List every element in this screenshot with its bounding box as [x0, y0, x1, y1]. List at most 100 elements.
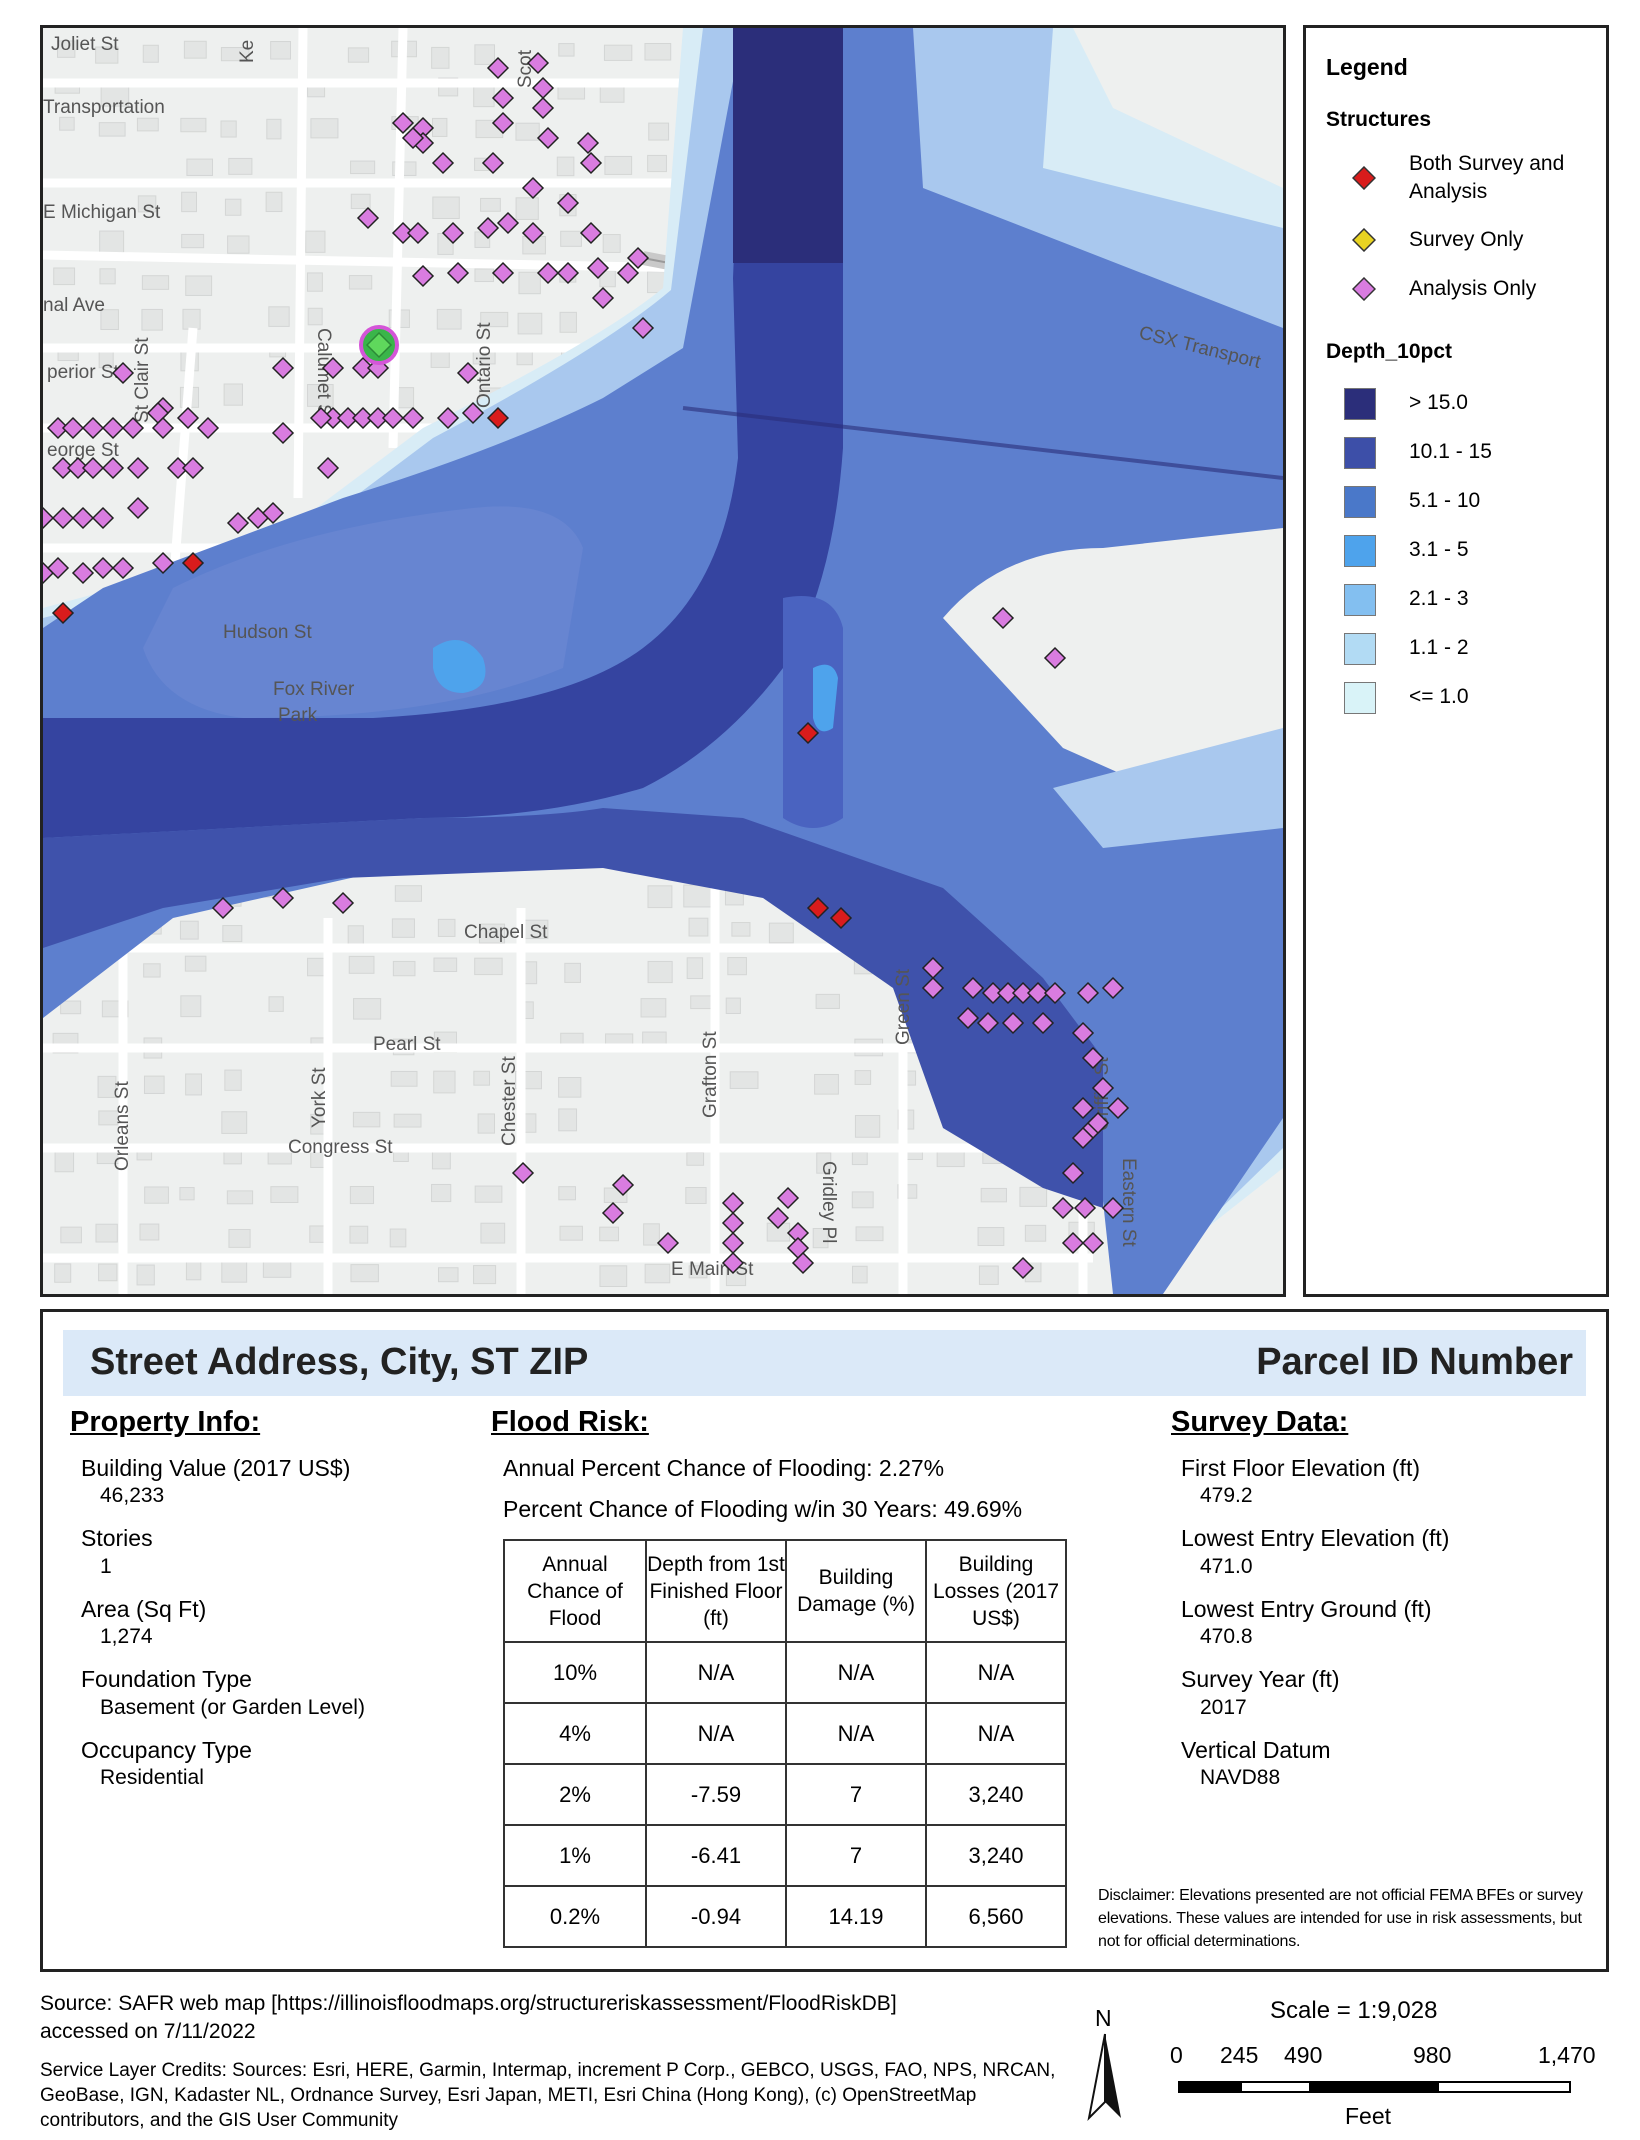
analysis-only-marker[interactable] [456, 361, 480, 385]
analysis-only-marker[interactable] [261, 501, 285, 525]
analysis-only-marker[interactable] [921, 976, 945, 1000]
analysis-only-marker[interactable] [981, 981, 1005, 1005]
survey-and-analysis-marker[interactable] [51, 601, 75, 625]
analysis-only-marker[interactable] [151, 551, 175, 575]
analysis-only-marker[interactable] [66, 456, 90, 480]
analysis-only-marker[interactable] [491, 261, 515, 285]
analysis-only-marker[interactable] [336, 406, 360, 430]
analysis-only-marker[interactable] [351, 406, 375, 430]
analysis-only-marker[interactable] [391, 111, 415, 135]
analysis-only-marker[interactable] [436, 406, 460, 430]
survey-and-analysis-marker[interactable] [486, 406, 510, 430]
analysis-only-marker[interactable] [1101, 1196, 1125, 1220]
subject-structure-marker[interactable] [359, 325, 399, 365]
analysis-only-marker[interactable] [1011, 1256, 1035, 1280]
analysis-only-marker[interactable] [181, 456, 205, 480]
analysis-only-marker[interactable] [1091, 1076, 1115, 1100]
analysis-only-marker[interactable] [81, 416, 105, 440]
analysis-only-marker[interactable] [1106, 1096, 1130, 1120]
analysis-only-marker[interactable] [316, 456, 340, 480]
survey-and-analysis-marker[interactable] [181, 551, 205, 575]
analysis-only-marker[interactable] [111, 361, 135, 385]
analysis-only-marker[interactable] [776, 1186, 800, 1210]
analysis-only-marker[interactable] [321, 356, 345, 380]
analysis-only-marker[interactable] [71, 561, 95, 585]
analysis-only-marker[interactable] [556, 261, 580, 285]
analysis-only-marker[interactable] [481, 151, 505, 175]
analysis-only-marker[interactable] [431, 151, 455, 175]
analysis-only-marker[interactable] [511, 1161, 535, 1185]
analysis-only-marker[interactable] [961, 976, 985, 1000]
analysis-only-marker[interactable] [521, 221, 545, 245]
analysis-only-marker[interactable] [1071, 1126, 1095, 1150]
analysis-only-marker[interactable] [166, 456, 190, 480]
analysis-only-marker[interactable] [271, 421, 295, 445]
analysis-only-marker[interactable] [486, 56, 510, 80]
analysis-only-marker[interactable] [601, 1201, 625, 1225]
analysis-only-marker[interactable] [1043, 646, 1067, 670]
survey-and-analysis-marker[interactable] [796, 721, 820, 745]
analysis-only-marker[interactable] [111, 556, 135, 580]
analysis-only-marker[interactable] [976, 1011, 1000, 1035]
analysis-only-marker[interactable] [1001, 1011, 1025, 1035]
analysis-only-marker[interactable] [461, 401, 485, 425]
analysis-only-marker[interactable] [1086, 1111, 1110, 1135]
analysis-only-marker[interactable] [1031, 1011, 1055, 1035]
analysis-only-marker[interactable] [1026, 981, 1050, 1005]
analysis-only-marker[interactable] [586, 256, 610, 280]
analysis-only-marker[interactable] [791, 1251, 815, 1275]
analysis-only-marker[interactable] [521, 176, 545, 200]
analysis-only-marker[interactable] [1081, 1231, 1105, 1255]
analysis-only-marker[interactable] [351, 356, 375, 380]
map-frame[interactable]: Joliet St Transportation E Michigan St nal … [40, 25, 1286, 1297]
analysis-only-marker[interactable] [491, 111, 515, 135]
analysis-only-marker[interactable] [101, 416, 125, 440]
analysis-only-marker[interactable] [536, 261, 560, 285]
analysis-only-marker[interactable] [996, 981, 1020, 1005]
analysis-only-marker[interactable] [536, 126, 560, 150]
analysis-only-marker[interactable] [1061, 1231, 1085, 1255]
analysis-only-marker[interactable] [956, 1006, 980, 1030]
analysis-only-marker[interactable] [91, 506, 115, 530]
analysis-only-marker[interactable] [406, 221, 430, 245]
analysis-only-marker[interactable] [401, 406, 425, 430]
analysis-only-marker[interactable] [43, 506, 55, 530]
analysis-only-marker[interactable] [991, 606, 1015, 630]
structure-markers[interactable] [43, 51, 1130, 1280]
analysis-only-marker[interactable] [591, 286, 615, 310]
analysis-only-marker[interactable] [1011, 981, 1035, 1005]
analysis-only-marker[interactable] [196, 416, 220, 440]
analysis-only-marker[interactable] [356, 206, 380, 230]
analysis-only-marker[interactable] [331, 891, 355, 915]
analysis-only-marker[interactable] [71, 506, 95, 530]
analysis-only-marker[interactable] [271, 886, 295, 910]
analysis-only-marker[interactable] [126, 496, 150, 520]
analysis-only-marker[interactable] [51, 506, 75, 530]
analysis-only-marker[interactable] [1071, 1021, 1095, 1045]
analysis-only-marker[interactable] [176, 406, 200, 430]
analysis-only-marker[interactable] [531, 96, 555, 120]
analysis-only-marker[interactable] [616, 261, 640, 285]
analysis-only-marker[interactable] [1051, 1196, 1075, 1220]
analysis-only-marker[interactable] [91, 556, 115, 580]
analysis-only-marker[interactable] [446, 261, 470, 285]
survey-and-analysis-marker[interactable] [829, 906, 853, 930]
analysis-only-marker[interactable] [46, 556, 70, 580]
analysis-only-marker[interactable] [151, 416, 175, 440]
analysis-only-marker[interactable] [1081, 1046, 1105, 1070]
analysis-only-marker[interactable] [579, 221, 603, 245]
analysis-only-marker[interactable] [631, 316, 655, 340]
analysis-only-marker[interactable] [381, 406, 405, 430]
analysis-only-marker[interactable] [476, 216, 500, 240]
analysis-only-marker[interactable] [611, 1173, 635, 1197]
analysis-only-marker[interactable] [1043, 981, 1067, 1005]
analysis-only-marker[interactable] [391, 221, 415, 245]
analysis-only-marker[interactable] [626, 246, 650, 270]
analysis-only-marker[interactable] [491, 86, 515, 110]
analysis-only-marker[interactable] [81, 456, 105, 480]
analysis-only-marker[interactable] [411, 264, 435, 288]
analysis-only-marker[interactable] [309, 406, 333, 430]
analysis-only-marker[interactable] [126, 456, 150, 480]
analysis-only-marker[interactable] [1061, 1161, 1085, 1185]
analysis-only-marker[interactable] [721, 1251, 745, 1275]
